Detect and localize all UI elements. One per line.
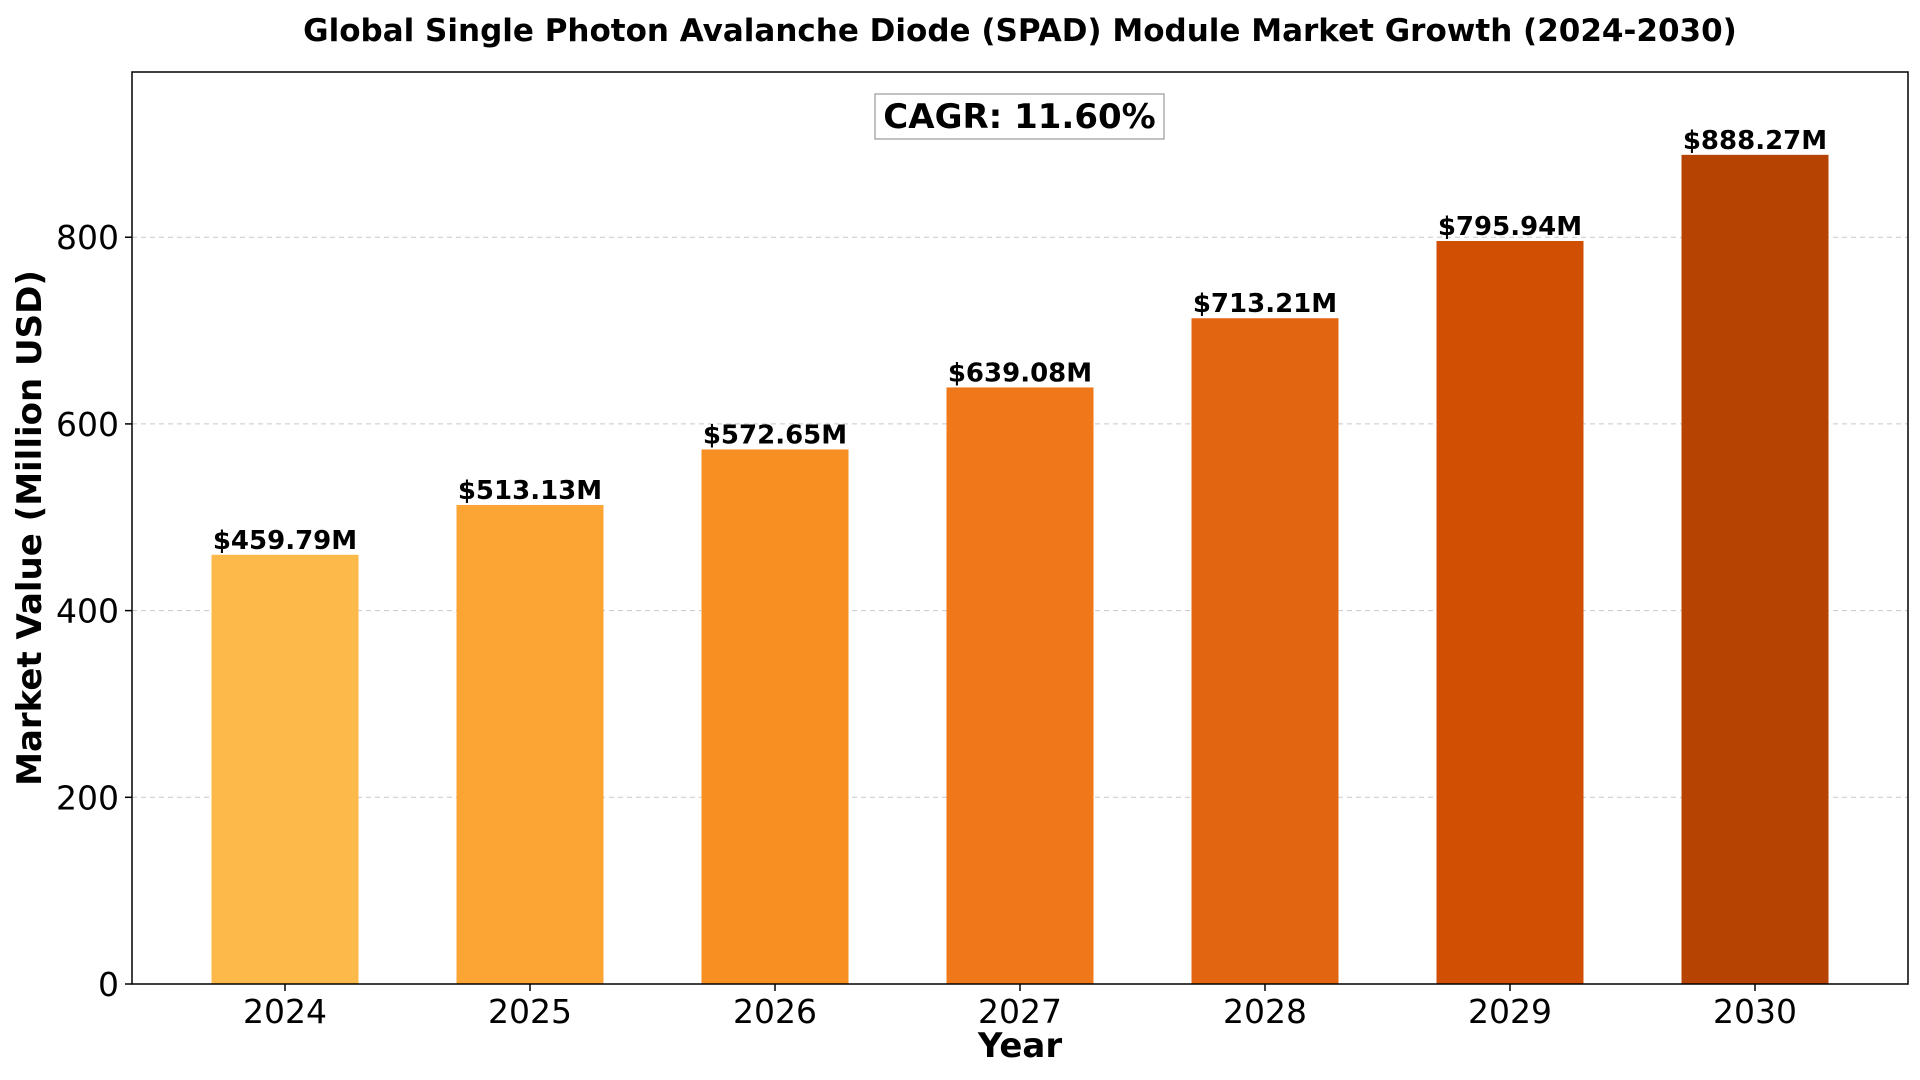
y-axis-label: Market Value (Million USD) bbox=[10, 270, 50, 786]
bars bbox=[211, 154, 1829, 985]
bar-value-label-2025: $513.13M bbox=[458, 476, 602, 506]
bar-value-label-2030: $888.27M bbox=[1683, 126, 1827, 156]
bar-2025 bbox=[456, 505, 604, 984]
y-tick-label-400: 400 bbox=[56, 592, 119, 631]
bar-value-label-2028: $713.21M bbox=[1193, 289, 1337, 319]
x-tick-label-2029: 2029 bbox=[1468, 992, 1552, 1031]
bar-value-label-2026: $572.65M bbox=[703, 420, 847, 450]
x-tick-label-2028: 2028 bbox=[1223, 992, 1307, 1031]
x-tick-label-2030: 2030 bbox=[1713, 992, 1797, 1031]
grid-lines bbox=[132, 236, 1908, 798]
bar-value-label-2024: $459.79M bbox=[213, 526, 357, 556]
x-axis-ticks: 2024 2025 2026 2027 2028 2029 2030 bbox=[243, 984, 1797, 1031]
bar-2029 bbox=[1436, 241, 1584, 984]
bar-value-labels: $459.79M $513.13M $572.65M $639.08M $713.21M… bbox=[213, 126, 1827, 556]
cagr-annotation-box bbox=[874, 93, 1165, 140]
bar-2027 bbox=[946, 387, 1094, 984]
y-tick-label-800: 800 bbox=[56, 218, 119, 257]
bar-2026 bbox=[701, 449, 849, 985]
y-tick-label-200: 200 bbox=[56, 778, 119, 817]
x-tick-label-2027: 2027 bbox=[978, 992, 1062, 1031]
y-tick-label-0: 0 bbox=[98, 965, 119, 1004]
bar-value-label-2027: $639.08M bbox=[948, 358, 1092, 388]
bar-value-label-2029: $795.94M bbox=[1438, 212, 1582, 242]
bar-2030 bbox=[1681, 154, 1829, 984]
y-axis-ticks: 0 200 400 600 800 bbox=[56, 218, 132, 1004]
x-axis-label: Year bbox=[977, 1026, 1063, 1066]
cagr-annotation: CAGR: 11.60% bbox=[874, 93, 1165, 140]
x-tick-label-2025: 2025 bbox=[488, 992, 572, 1031]
x-tick-label-2026: 2026 bbox=[733, 992, 817, 1031]
chart-title: Global Single Photon Avalanche Diode (SP… bbox=[303, 13, 1737, 49]
bar-2028 bbox=[1191, 318, 1339, 984]
x-tick-label-2024: 2024 bbox=[243, 992, 327, 1031]
y-tick-label-600: 600 bbox=[56, 405, 119, 444]
cagr-annotation-text: CAGR: 11.60% bbox=[883, 97, 1155, 137]
bar-2024 bbox=[211, 554, 359, 984]
